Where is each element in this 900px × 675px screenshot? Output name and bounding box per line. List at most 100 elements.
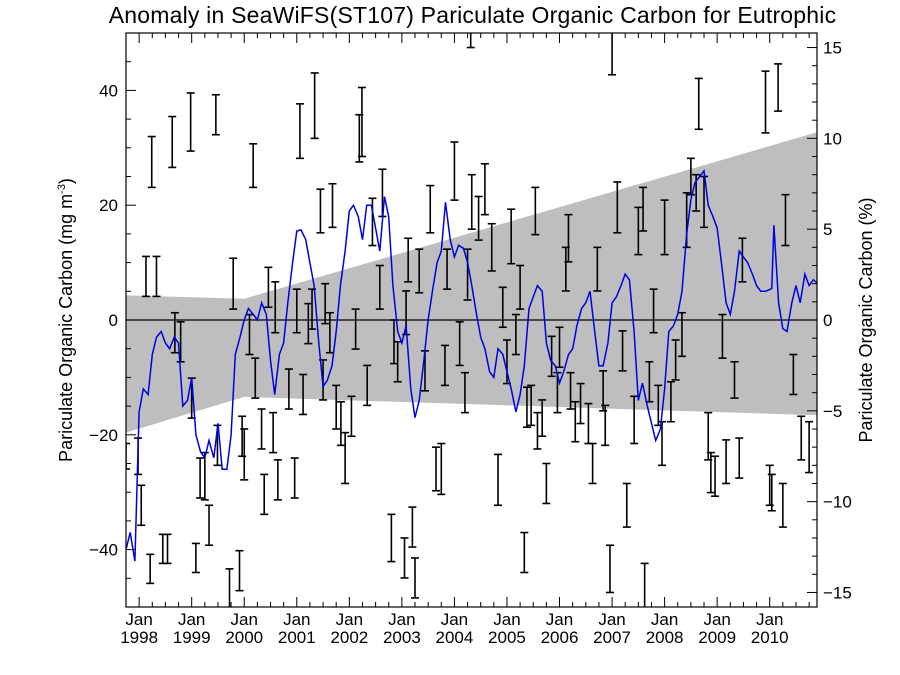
y-left-tick-label: −40 [89, 541, 118, 560]
series-layer [126, 168, 817, 562]
error-bar [735, 437, 744, 479]
x-tick-label-year: 2000 [225, 628, 263, 647]
error-bar [547, 335, 556, 378]
anomaly-series-line [126, 168, 817, 562]
error-bar [613, 181, 622, 234]
error-bar [608, 33, 617, 76]
error-bar [321, 282, 330, 325]
error-bar [671, 339, 680, 381]
y-left-tick-label: 40 [99, 81, 118, 100]
error-bar [432, 446, 441, 492]
x-tick-label-month: Jan [178, 610, 205, 629]
error-bar [325, 311, 334, 354]
x-tick-label-year: 2001 [278, 628, 316, 647]
x-tick-label-month: Jan [125, 610, 152, 629]
y-left-tick-label: 20 [99, 196, 118, 215]
error-bar [375, 264, 384, 310]
x-tick-label-year: 2007 [593, 628, 631, 647]
error-bar [260, 473, 269, 516]
x-axis: Jan1998Jan1999Jan2000Jan2001Jan2002Jan20… [120, 33, 810, 647]
error-bar [351, 308, 360, 350]
y-axis-left-title-close: ) [56, 178, 76, 184]
x-tick-label-year: 2006 [541, 628, 579, 647]
error-bar [357, 86, 366, 158]
error-bar [694, 77, 703, 131]
error-bar [141, 255, 150, 298]
error-bar [225, 568, 234, 607]
error-bar [191, 542, 200, 574]
y-left-tick-label: 0 [109, 311, 118, 330]
x-tick-label-year: 1998 [120, 628, 158, 647]
error-bar [494, 453, 503, 507]
error-bar [304, 302, 313, 345]
x-tick-label-year: 2004 [436, 628, 474, 647]
error-bar [533, 411, 542, 450]
error-bar [538, 399, 547, 438]
error-bar [649, 288, 658, 334]
x-tick-label-year: 1999 [173, 628, 211, 647]
error-bar [163, 533, 172, 565]
error-bar [566, 371, 575, 410]
y-right-tick-label: −5 [823, 402, 842, 421]
error-bar [738, 237, 747, 283]
error-bar [618, 330, 627, 372]
error-bar [152, 255, 161, 298]
y-axis-left: −40 −20 0 20 40 [89, 32, 136, 608]
error-bar [571, 400, 580, 443]
y-axis-left-title-main: Pariculate Organic Carbon (mg m [56, 194, 76, 462]
y-axis-right: −15 −10 −5 0 5 10 15 [807, 39, 852, 602]
error-bar [137, 484, 146, 527]
error-bar [460, 371, 469, 414]
error-bar [146, 553, 155, 585]
x-tick-label-month: Jan [231, 610, 258, 629]
error-bar [564, 213, 573, 263]
errorbar-layer [126, 33, 814, 607]
error-bar [440, 344, 449, 387]
error-bar [531, 186, 540, 236]
error-bar [593, 246, 602, 292]
y-axis-right-title: Pariculate Organic Carbon (%) [856, 197, 876, 442]
error-bar [588, 442, 597, 485]
x-tick-label-month: Jan [441, 610, 468, 629]
error-bar [170, 311, 179, 354]
error-bar [686, 157, 695, 196]
error-bar [555, 326, 564, 369]
error-bar [634, 206, 643, 256]
x-tick-label-year: 2008 [646, 628, 684, 647]
error-bar [240, 428, 249, 481]
y-right-tick-label: 10 [823, 129, 842, 148]
error-bar [299, 373, 308, 416]
error-bar [411, 557, 420, 599]
error-bar [229, 257, 238, 310]
error-bar [387, 513, 396, 563]
error-bar [463, 248, 472, 301]
error-bar [480, 162, 489, 216]
error-bar [205, 504, 214, 547]
error-bar [168, 115, 177, 169]
error-bar [722, 439, 731, 485]
x-tick-label-month: Jan [283, 610, 310, 629]
error-bar [290, 457, 299, 499]
error-bar [176, 321, 185, 363]
error-bar [378, 168, 387, 218]
x-tick-label-year: 2005 [488, 628, 526, 647]
error-bar [211, 93, 220, 136]
error-bar [455, 321, 464, 367]
error-bar [196, 457, 205, 499]
error-bar [126, 442, 130, 470]
error-bar [605, 544, 614, 594]
error-bar [437, 442, 446, 496]
error-bar [761, 70, 770, 134]
error-bar [527, 384, 536, 427]
error-bar [666, 380, 675, 423]
error-bar [767, 473, 776, 512]
error-bar [450, 141, 459, 201]
y-right-tick-label: 15 [823, 39, 842, 58]
x-tick-label-year: 2003 [383, 628, 421, 647]
error-bar [601, 404, 610, 447]
y-right-tick-label: 0 [823, 311, 832, 330]
error-bar [341, 431, 350, 485]
error-bar [797, 415, 806, 461]
error-bar [584, 402, 593, 445]
y-right-tick-label: −10 [823, 493, 852, 512]
